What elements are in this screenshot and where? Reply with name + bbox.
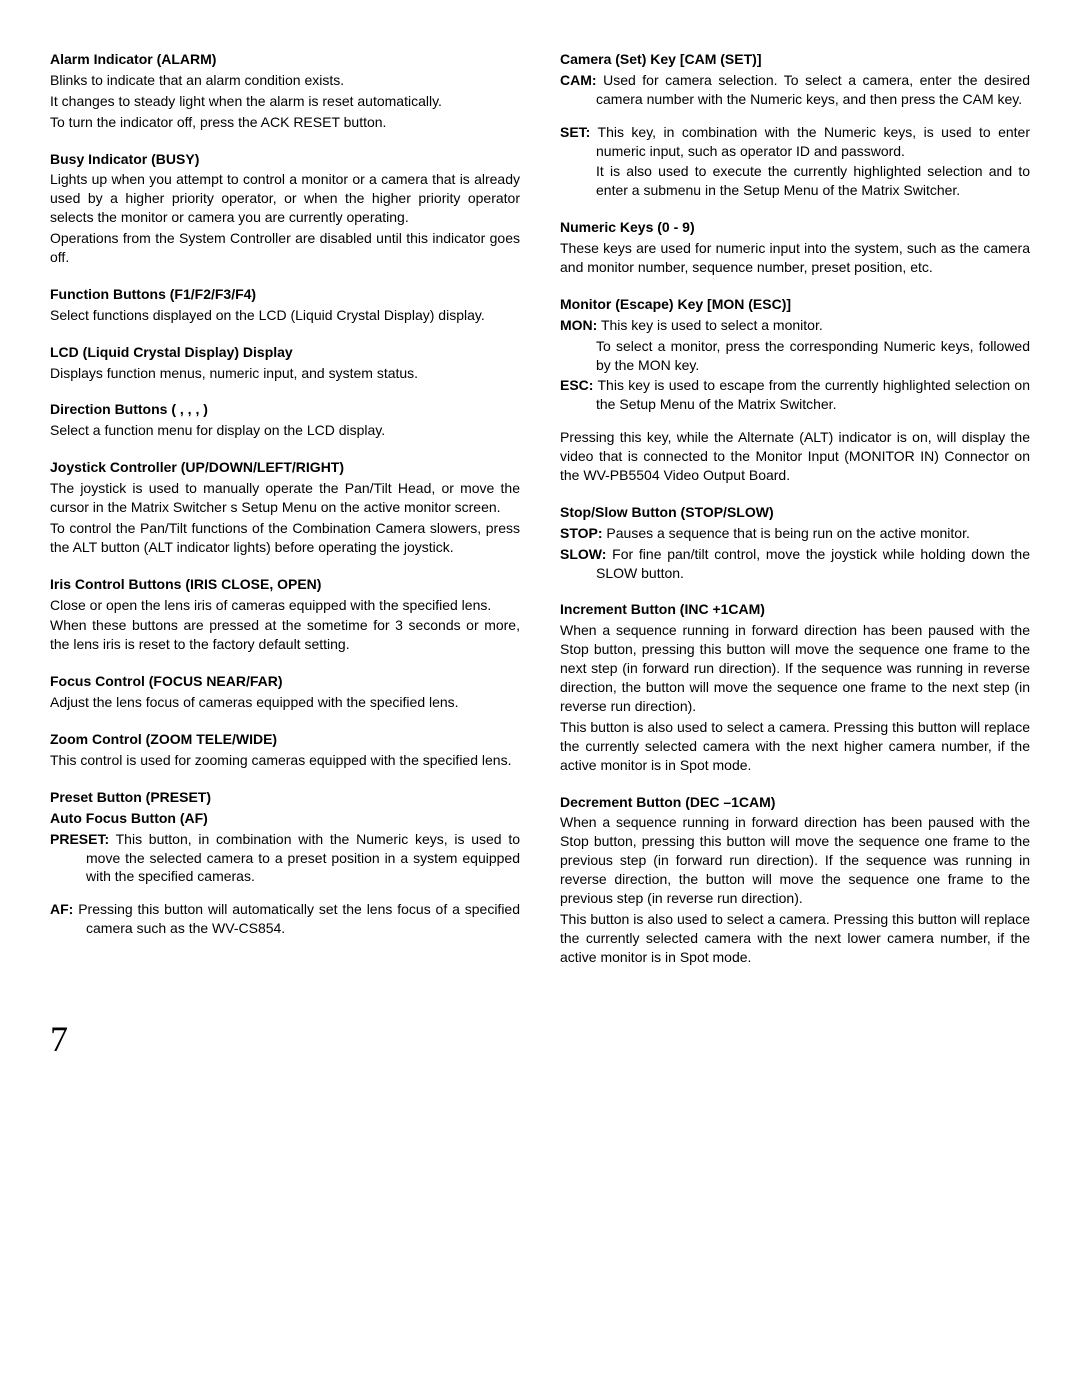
body-text: When a sequence running in forward direc… [560,621,1030,715]
labeled-item: STOP: Pauses a sequence that is being ru… [560,524,1030,543]
body-text: Lights up when you attempt to control a … [50,170,520,227]
section-monitor-escape: Monitor (Escape) Key [MON (ESC)] MON: Th… [560,295,1030,485]
heading: Direction Buttons ( , , , ) [50,400,520,419]
section-alarm: Alarm Indicator (ALARM) Blinks to indica… [50,50,520,132]
two-column-layout: Alarm Indicator (ALARM) Blinks to indica… [50,50,1030,985]
labeled-item: SLOW: For fine pan/tilt control, move th… [560,545,1030,583]
body-text: Pauses a sequence that is being run on t… [603,525,970,541]
heading: Monitor (Escape) Key [MON (ESC)] [560,295,1030,314]
body-text: Select a function menu for display on th… [50,421,520,440]
body-text: This key is used to escape from the curr… [593,377,1030,412]
label: STOP: [560,525,603,541]
labeled-item: SET: This key, in combination with the N… [560,123,1030,201]
body-text: This button, in combination with the Num… [86,831,520,885]
section-preset-af: Preset Button (PRESET) Auto Focus Button… [50,788,520,938]
label: MON: [560,317,597,333]
section-zoom: Zoom Control (ZOOM TELE/WIDE) This contr… [50,730,520,770]
label: ESC: [560,377,593,393]
body-text: It is also used to execute the currently… [560,162,1030,200]
section-stop-slow: Stop/Slow Button (STOP/SLOW) STOP: Pause… [560,503,1030,583]
section-function-buttons: Function Buttons (F1/F2/F3/F4) Select fu… [50,285,520,325]
body-text: Close or open the lens iris of cameras e… [50,596,520,615]
label: SLOW: [560,546,606,562]
section-lcd: LCD (Liquid Crystal Display) Display Dis… [50,343,520,383]
body-text: To turn the indicator off, press the ACK… [50,113,520,132]
heading: Preset Button (PRESET) [50,788,520,807]
body-text: This button is also used to select a cam… [560,718,1030,775]
label: CAM: [560,72,597,88]
body-text: Blinks to indicate that an alarm conditi… [50,71,520,90]
body-text: These keys are used for numeric input in… [560,239,1030,277]
body-text: For fine pan/tilt control, move the joys… [596,546,1030,581]
heading: LCD (Liquid Crystal Display) Display [50,343,520,362]
heading: Increment Button (INC +1CAM) [560,600,1030,619]
labeled-item: AF: Pressing this button will automatica… [50,900,520,938]
body-text: To control the Pan/Tilt functions of the… [50,519,520,557]
labeled-item: ESC: This key is used to escape from the… [560,376,1030,414]
section-camera-set: Camera (Set) Key [CAM (SET)] CAM: Used f… [560,50,1030,200]
section-joystick: Joystick Controller (UP/DOWN/LEFT/RIGHT)… [50,458,520,556]
body-text: Pressing this key, while the Alternate (… [560,428,1030,485]
section-numeric: Numeric Keys (0 - 9) These keys are used… [560,218,1030,277]
heading: Focus Control (FOCUS NEAR/FAR) [50,672,520,691]
section-focus: Focus Control (FOCUS NEAR/FAR) Adjust th… [50,672,520,712]
right-column: Camera (Set) Key [CAM (SET)] CAM: Used f… [560,50,1030,985]
heading: Decrement Button (DEC –1CAM) [560,793,1030,812]
body-text: When these buttons are pressed at the so… [50,616,520,654]
labeled-item: PRESET: This button, in combination with… [50,830,520,887]
body-text: When a sequence running in forward direc… [560,813,1030,907]
body-text: Pressing this button will automatically … [73,901,520,936]
left-column: Alarm Indicator (ALARM) Blinks to indica… [50,50,520,985]
heading: Auto Focus Button (AF) [50,809,520,828]
section-iris: Iris Control Buttons (IRIS CLOSE, OPEN) … [50,575,520,655]
body-text: This control is used for zooming cameras… [50,751,520,770]
body-text: This key, in combination with the Numeri… [590,124,1030,159]
heading: Stop/Slow Button (STOP/SLOW) [560,503,1030,522]
body-text: Used for camera selection. To select a c… [596,72,1030,107]
body-text: Adjust the lens focus of cameras equippe… [50,693,520,712]
heading: Zoom Control (ZOOM TELE/WIDE) [50,730,520,749]
body-text: Displays function menus, numeric input, … [50,364,520,383]
heading: Alarm Indicator (ALARM) [50,50,520,69]
label: PRESET: [50,831,109,847]
heading: Numeric Keys (0 - 9) [560,218,1030,237]
page-number: 7 [50,1015,1030,1064]
body-text: To select a monitor, press the correspon… [560,337,1030,375]
section-decrement: Decrement Button (DEC –1CAM) When a sequ… [560,793,1030,967]
labeled-item: MON: This key is used to select a monito… [560,316,1030,375]
section-increment: Increment Button (INC +1CAM) When a sequ… [560,600,1030,774]
body-text: The joystick is used to manually operate… [50,479,520,517]
body-text: This button is also used to select a cam… [560,910,1030,967]
section-busy: Busy Indicator (BUSY) Lights up when you… [50,150,520,267]
section-direction: Direction Buttons ( , , , ) Select a fun… [50,400,520,440]
body-text: Select functions displayed on the LCD (L… [50,306,520,325]
heading: Iris Control Buttons (IRIS CLOSE, OPEN) [50,575,520,594]
heading: Joystick Controller (UP/DOWN/LEFT/RIGHT) [50,458,520,477]
body-text: This key is used to select a monitor. [597,317,822,333]
label: AF: [50,901,73,917]
heading: Function Buttons (F1/F2/F3/F4) [50,285,520,304]
body-text: Operations from the System Controller ar… [50,229,520,267]
labeled-item: CAM: Used for camera selection. To selec… [560,71,1030,109]
body-text: It changes to steady light when the alar… [50,92,520,111]
heading: Busy Indicator (BUSY) [50,150,520,169]
label: SET: [560,124,590,140]
heading: Camera (Set) Key [CAM (SET)] [560,50,1030,69]
